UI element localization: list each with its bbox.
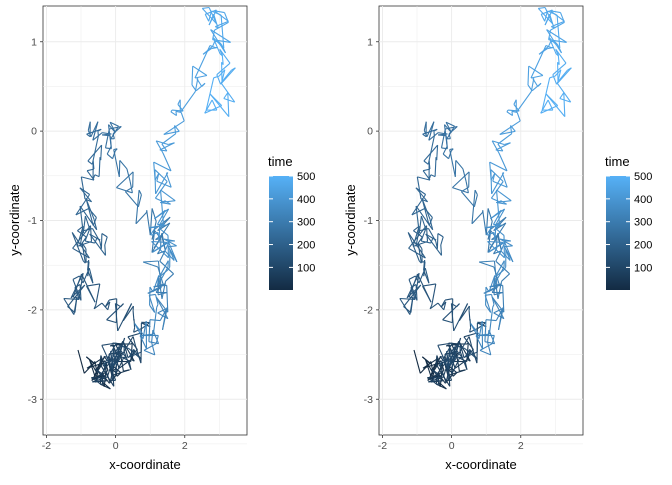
right-x-axis-label: x-coordinate bbox=[445, 457, 517, 472]
right-legend-tick-label: 200 bbox=[634, 240, 652, 252]
left-legend: time 100 200 300 400 500 bbox=[268, 154, 315, 290]
right-y-ticks: 1 0 -1 -2 -3 bbox=[364, 36, 379, 406]
right-legend-tick-label: 500 bbox=[634, 171, 652, 183]
right-path-segment bbox=[437, 234, 438, 249]
left-x-ticks: -2 0 2 bbox=[42, 435, 188, 452]
left-legend-tick-label: 100 bbox=[297, 262, 315, 274]
left-y-tick-label: 0 bbox=[31, 126, 37, 138]
right-x-tick-label: 0 bbox=[449, 440, 455, 452]
left-x-axis-label: x-coordinate bbox=[109, 457, 181, 472]
left-y-tick-label: -2 bbox=[28, 304, 37, 316]
right-path-segment bbox=[455, 160, 456, 176]
right-x-tick-label: 2 bbox=[518, 440, 524, 452]
right-x-tick-label: -2 bbox=[378, 440, 387, 452]
left-path-segment bbox=[192, 66, 193, 85]
left-legend-colorbar bbox=[269, 176, 293, 290]
left-y-tick-label: 1 bbox=[31, 36, 37, 48]
left-path-segment bbox=[119, 160, 120, 176]
right-legend: time 100 200 300 400 500 bbox=[605, 154, 652, 290]
left-x-tick-label: 0 bbox=[113, 440, 119, 452]
left-legend-tick-label: 500 bbox=[297, 171, 315, 183]
left-path-segment bbox=[101, 234, 102, 249]
left-legend-title: time bbox=[268, 154, 293, 169]
left-x-tick-label: 2 bbox=[182, 440, 188, 452]
left-path-segment bbox=[166, 173, 167, 174]
right-y-axis-label: y-coordinate bbox=[343, 184, 358, 256]
right-path-segment bbox=[528, 66, 529, 85]
right-legend-tick-label: 300 bbox=[634, 217, 652, 229]
right-x-ticks: -2 0 2 bbox=[378, 435, 524, 452]
right-legend-title: time bbox=[605, 154, 630, 169]
left-y-tick-label: -1 bbox=[28, 215, 37, 227]
right-legend-tick-label: 400 bbox=[634, 194, 652, 206]
left-path-segment bbox=[149, 227, 156, 228]
right-path-segment bbox=[502, 173, 503, 174]
right-y-tick-label: 1 bbox=[367, 36, 373, 48]
left-y-ticks: 1 0 -1 -2 -3 bbox=[28, 36, 43, 406]
left-legend-tick-label: 300 bbox=[297, 217, 315, 229]
right-legend-tick-label: 100 bbox=[634, 262, 652, 274]
right-y-tick-label: -1 bbox=[364, 215, 373, 227]
right-y-tick-label: -2 bbox=[364, 304, 373, 316]
left-legend-tick-label: 200 bbox=[297, 240, 315, 252]
right-legend-colorbar bbox=[606, 176, 630, 290]
right-path-segment bbox=[485, 227, 492, 228]
right-y-tick-label: 0 bbox=[367, 126, 373, 138]
left-y-axis-label: y-coordinate bbox=[7, 184, 22, 256]
left-x-tick-label: -2 bbox=[42, 440, 51, 452]
right-y-tick-label: -3 bbox=[364, 394, 373, 406]
left-y-tick-label: -3 bbox=[28, 394, 37, 406]
left-legend-tick-label: 400 bbox=[297, 194, 315, 206]
